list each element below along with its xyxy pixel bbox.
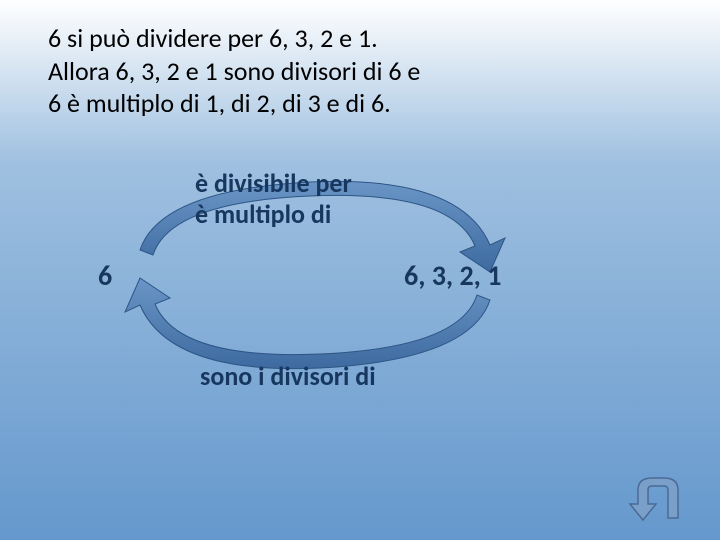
- cycle-diagram: è divisibile per è multiplo di 6 6, 3, 2…: [60, 160, 600, 420]
- body-line-1: 6 si può dividere per 6, 3, 2 e 1.: [48, 22, 668, 55]
- back-button[interactable]: [626, 472, 690, 522]
- body-line-2: Allora 6, 3, 2 e 1 sono divisori di 6 e: [48, 55, 668, 88]
- top-label-line2: è multiplo di: [195, 199, 352, 230]
- top-label-block: è divisibile per è multiplo di: [195, 168, 352, 230]
- slide: 6 si può dividere per 6, 3, 2 e 1. Allor…: [0, 0, 720, 540]
- u-turn-icon: [626, 472, 690, 522]
- right-node-label: 6, 3, 2, 1: [404, 258, 501, 293]
- body-text-block: 6 si può dividere per 6, 3, 2 e 1. Allor…: [48, 22, 668, 120]
- left-node-label: 6: [98, 258, 112, 293]
- body-line-3: 6 è multiplo di 1, di 2, di 3 e di 6.: [48, 87, 668, 120]
- bottom-label: sono i divisori di: [200, 360, 376, 392]
- top-label-line1: è divisibile per: [195, 168, 352, 199]
